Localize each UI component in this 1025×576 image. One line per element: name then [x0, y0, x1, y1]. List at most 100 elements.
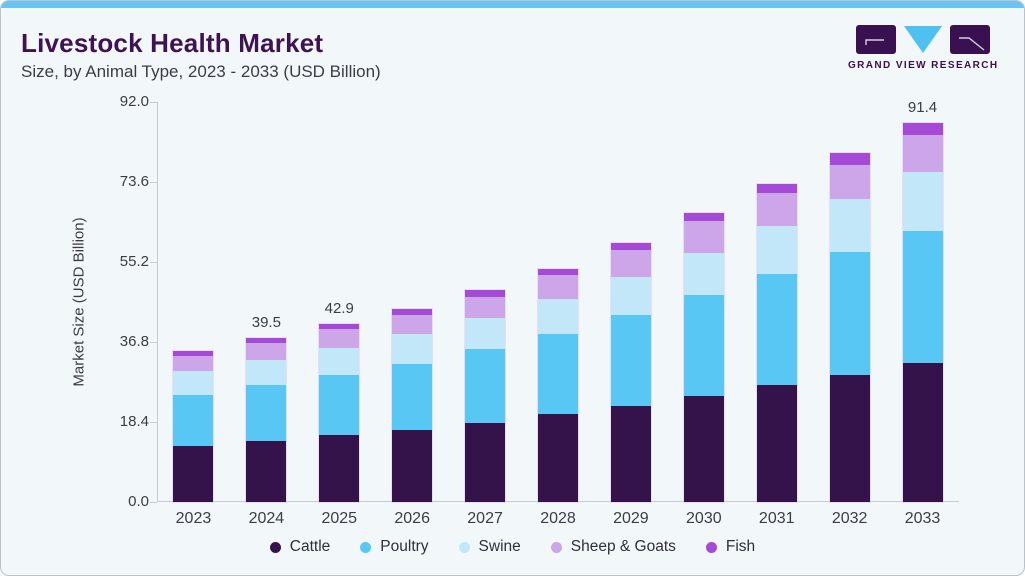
bar-segment-cattle-2031 — [756, 384, 797, 502]
y-tick-mark — [150, 262, 157, 263]
x-axis-label-2023: 2023 — [175, 510, 212, 527]
bar-segment-sheep-goats-2024 — [246, 342, 287, 360]
legend-label: Swine — [478, 538, 521, 555]
logo-wordmark: GRAND VIEW RESEARCH — [848, 60, 999, 71]
bar-segment-cattle-2025 — [319, 435, 360, 502]
legend-item-sheep-goats: Sheep & Goats — [550, 538, 676, 556]
x-axis-label-2033: 2033 — [904, 510, 941, 527]
bar-segment-cattle-2023 — [173, 445, 214, 502]
bar-segment-sheep-goats-2025 — [319, 328, 360, 348]
bar-segment-swine-2025 — [319, 347, 360, 375]
bar-2032 — [828, 152, 871, 503]
y-tick-label: 92.0 — [119, 93, 149, 110]
bar-segment-swine-2030 — [683, 252, 724, 295]
y-tick-mark — [150, 342, 157, 343]
bar-segment-cattle-2024 — [246, 440, 287, 502]
bar-segment-fish-2023 — [173, 351, 214, 356]
bar-2033 — [901, 121, 944, 503]
bar-2029 — [609, 242, 652, 503]
legend-dot-icon — [550, 541, 562, 553]
bar-segment-cattle-2033 — [902, 362, 943, 502]
bar-segment-fish-2031 — [756, 184, 797, 194]
bar-segment-cattle-2029 — [610, 406, 651, 502]
bar-segment-sheep-goats-2029 — [610, 250, 651, 277]
bar-segment-poultry-2033 — [902, 231, 943, 363]
bar-segment-sheep-goats-2026 — [392, 314, 433, 334]
y-tick-mark — [150, 102, 157, 103]
bar-value-label-2024: 39.5 — [251, 314, 281, 332]
bar-segment-swine-2028 — [538, 299, 578, 334]
gvr-logo: GRAND VIEW RESEARCH — [848, 25, 998, 71]
x-axis-label-2027: 2027 — [467, 510, 503, 527]
bar-segment-sheep-goats-2027 — [465, 296, 506, 318]
bar-segment-poultry-2029 — [610, 315, 651, 407]
x-axis-label-2029: 2029 — [613, 510, 649, 527]
legend-label: Poultry — [380, 538, 429, 555]
bar-segment-fish-2029 — [610, 243, 651, 251]
bar-segment-swine-2026 — [392, 333, 433, 364]
bar-segment-fish-2026 — [392, 309, 433, 315]
bar-segment-sheep-goats-2033 — [902, 134, 943, 172]
bar-segment-poultry-2026 — [392, 363, 433, 431]
y-tick-label: 73.6 — [119, 173, 149, 190]
bar-segment-sheep-goats-2023 — [173, 355, 214, 372]
bar-2023 — [172, 350, 215, 503]
legend-dot-icon — [458, 541, 470, 553]
bar-segment-poultry-2025 — [319, 375, 360, 436]
x-axis-label-2026: 2026 — [394, 510, 430, 527]
bar-2027 — [464, 289, 507, 503]
chart-legend: Cattle Poultry Swine Sheep & Goats Fish — [1, 538, 1024, 556]
bar-2026 — [391, 308, 434, 503]
logo-g-block-icon — [856, 25, 896, 54]
y-tick-mark — [150, 182, 157, 183]
bar-2024 — [245, 337, 288, 503]
bar-segment-cattle-2028 — [538, 414, 578, 502]
bar-value-label-2033: 91.4 — [907, 98, 938, 116]
bar-segment-poultry-2023 — [173, 394, 214, 446]
top-accent-bar — [1, 1, 1024, 8]
bar-segment-cattle-2032 — [829, 374, 870, 502]
bar-segment-poultry-2030 — [683, 294, 724, 397]
bar-segment-sheep-goats-2028 — [538, 275, 578, 300]
y-tick-label: 36.8 — [119, 333, 149, 350]
bar-segment-fish-2032 — [829, 153, 870, 165]
legend-label: Sheep & Goats — [570, 538, 676, 555]
page-title: Livestock Health Market — [21, 28, 324, 58]
bar-segment-cattle-2027 — [465, 423, 506, 502]
bar-segment-swine-2024 — [246, 359, 287, 385]
bar-segment-cattle-2026 — [392, 430, 433, 502]
x-axis-label-2025: 2025 — [321, 510, 358, 527]
bar-segment-poultry-2027 — [465, 348, 506, 424]
legend-label: Cattle — [289, 538, 331, 555]
x-axis-label-2031: 2031 — [758, 510, 795, 527]
legend-dot-icon — [705, 541, 717, 553]
bar-segment-poultry-2031 — [756, 273, 797, 385]
bar-segment-fish-2024 — [246, 338, 287, 343]
bar-value-label-2025: 42.9 — [324, 299, 354, 317]
x-axis-label-2030: 2030 — [686, 510, 722, 527]
y-axis-title: Market Size (USD Billion) — [70, 217, 88, 387]
y-tick-label: 55.2 — [119, 253, 149, 270]
bar-segment-swine-2031 — [756, 225, 797, 274]
y-tick-label: 0.0 — [128, 493, 149, 510]
bar-segment-poultry-2024 — [246, 384, 287, 441]
bar-2025 — [318, 322, 361, 503]
y-tick-mark — [150, 502, 157, 503]
bar-segment-fish-2028 — [538, 269, 578, 276]
x-axis-label-2032: 2032 — [831, 510, 868, 527]
y-tick-label: 18.4 — [119, 413, 149, 430]
bar-segment-swine-2029 — [610, 276, 651, 316]
gvr-logo-marks — [848, 25, 998, 54]
bar-segment-swine-2027 — [465, 317, 506, 349]
x-axis-label-2024: 2024 — [248, 510, 285, 527]
bar-segment-sheep-goats-2031 — [756, 193, 797, 226]
legend-item-cattle: Cattle — [269, 538, 331, 556]
bar-segment-swine-2033 — [902, 171, 943, 231]
bar-2030 — [682, 212, 725, 503]
legend-dot-icon — [269, 541, 281, 553]
bar-segment-fish-2027 — [465, 290, 506, 297]
bar-segment-cattle-2030 — [683, 396, 724, 502]
y-tick-mark — [150, 422, 157, 423]
legend-item-poultry: Poultry — [360, 538, 429, 556]
bar-segment-sheep-goats-2030 — [683, 221, 724, 253]
